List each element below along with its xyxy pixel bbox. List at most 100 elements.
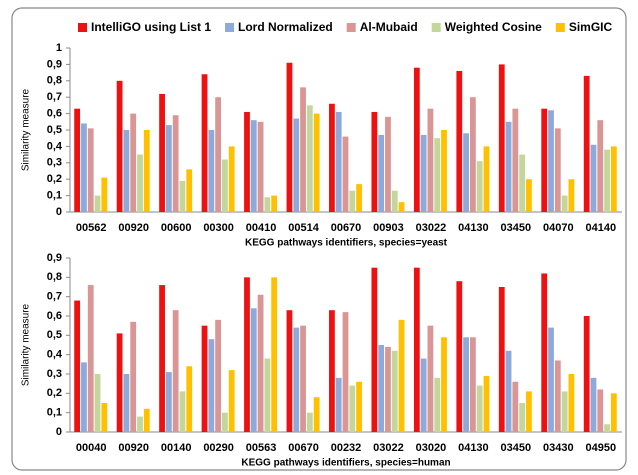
bar [222, 412, 228, 432]
bar [286, 62, 293, 213]
bar [74, 300, 81, 432]
x-tick-label: 00514 [288, 222, 319, 234]
bar [257, 294, 264, 432]
bar [172, 310, 179, 432]
bar [476, 385, 483, 432]
x-tick-label: 03450 [501, 442, 532, 454]
bar [293, 327, 300, 432]
bar [228, 146, 235, 212]
x-tick-label: 04140 [585, 222, 616, 234]
legend-label: SimGIC [569, 20, 613, 34]
bar [548, 110, 554, 212]
bar [356, 184, 362, 212]
bar [87, 285, 94, 432]
bar [498, 64, 505, 213]
bar [597, 389, 604, 432]
bar [526, 391, 532, 432]
bar [568, 374, 575, 432]
bar [123, 130, 130, 212]
bar [561, 391, 568, 432]
bar [300, 87, 306, 212]
bar [329, 310, 335, 432]
x-axis-title: KEGG pathways identifiers, species=yeast [245, 238, 448, 249]
bar [286, 310, 293, 432]
x-tick-label: 03022 [373, 442, 404, 454]
bar [94, 195, 101, 212]
legend-label: IntelliGO using List 1 [91, 20, 211, 34]
bar [208, 339, 215, 432]
y-tick-label: 0,9 [47, 58, 62, 70]
y-tick-label: 0 [56, 426, 62, 438]
bar [505, 121, 512, 212]
legend-swatch [555, 23, 565, 32]
bar [116, 333, 123, 432]
x-tick-label: 00232 [331, 442, 362, 454]
bar [441, 130, 447, 212]
bar [123, 374, 130, 432]
bar [434, 377, 441, 432]
legend-label: Weighted Cosine [445, 20, 542, 34]
bar [329, 103, 335, 212]
bar [385, 346, 391, 432]
bar [456, 70, 463, 213]
bar [568, 179, 575, 212]
bar [413, 267, 420, 432]
bar [583, 316, 590, 432]
y-tick-label: 0,5 [47, 124, 62, 136]
y-tick-label: 0,4 [47, 140, 63, 152]
y-tick-label: 0,1 [47, 407, 62, 419]
y-axis-title: Similarity measure [21, 88, 32, 171]
bar [137, 416, 143, 432]
bar [74, 108, 81, 212]
bar [293, 118, 300, 212]
bar [116, 80, 123, 212]
y-tick-label: 0,8 [47, 75, 62, 87]
legend-label: Al-Mubaid [360, 20, 418, 34]
bar [335, 377, 342, 432]
x-tick-label: 03022 [416, 222, 447, 234]
y-tick-label: 0,6 [47, 310, 62, 322]
bar [201, 74, 208, 213]
bar [172, 115, 179, 212]
x-tick-label: 00562 [76, 222, 107, 234]
bar [548, 327, 554, 432]
bar [391, 350, 398, 432]
bar [130, 321, 137, 432]
bar [554, 128, 561, 212]
y-tick-label: 0,8 [47, 271, 62, 283]
legend-swatch [346, 23, 356, 32]
bar [228, 370, 235, 432]
bar [101, 177, 108, 212]
bar [143, 130, 150, 212]
bar [186, 169, 193, 212]
bar [483, 146, 490, 212]
bar [222, 159, 228, 212]
bar [179, 391, 186, 432]
x-tick-label: 03450 [501, 222, 532, 234]
bar [583, 75, 590, 212]
bar [81, 362, 87, 432]
bar [420, 134, 427, 212]
x-tick-label: 00563 [246, 442, 277, 454]
legend-swatch [225, 23, 235, 32]
x-tick-label: 00920 [118, 442, 149, 454]
bar [250, 120, 257, 212]
bar [371, 267, 378, 432]
bar [512, 381, 519, 432]
bar [130, 113, 137, 212]
bar [469, 337, 476, 432]
bar [250, 308, 257, 432]
bar [526, 179, 532, 212]
x-tick-label: 04950 [585, 442, 616, 454]
y-tick-label: 0,6 [47, 108, 62, 120]
bar [313, 113, 320, 212]
bar [356, 381, 362, 432]
y-tick-label: 0,3 [47, 368, 62, 380]
bar [512, 108, 519, 212]
bar [398, 319, 405, 432]
bar [604, 424, 610, 432]
y-tick-label: 0,5 [47, 329, 62, 341]
bar [159, 285, 165, 432]
bar [441, 337, 447, 432]
x-tick-label: 00040 [76, 442, 107, 454]
